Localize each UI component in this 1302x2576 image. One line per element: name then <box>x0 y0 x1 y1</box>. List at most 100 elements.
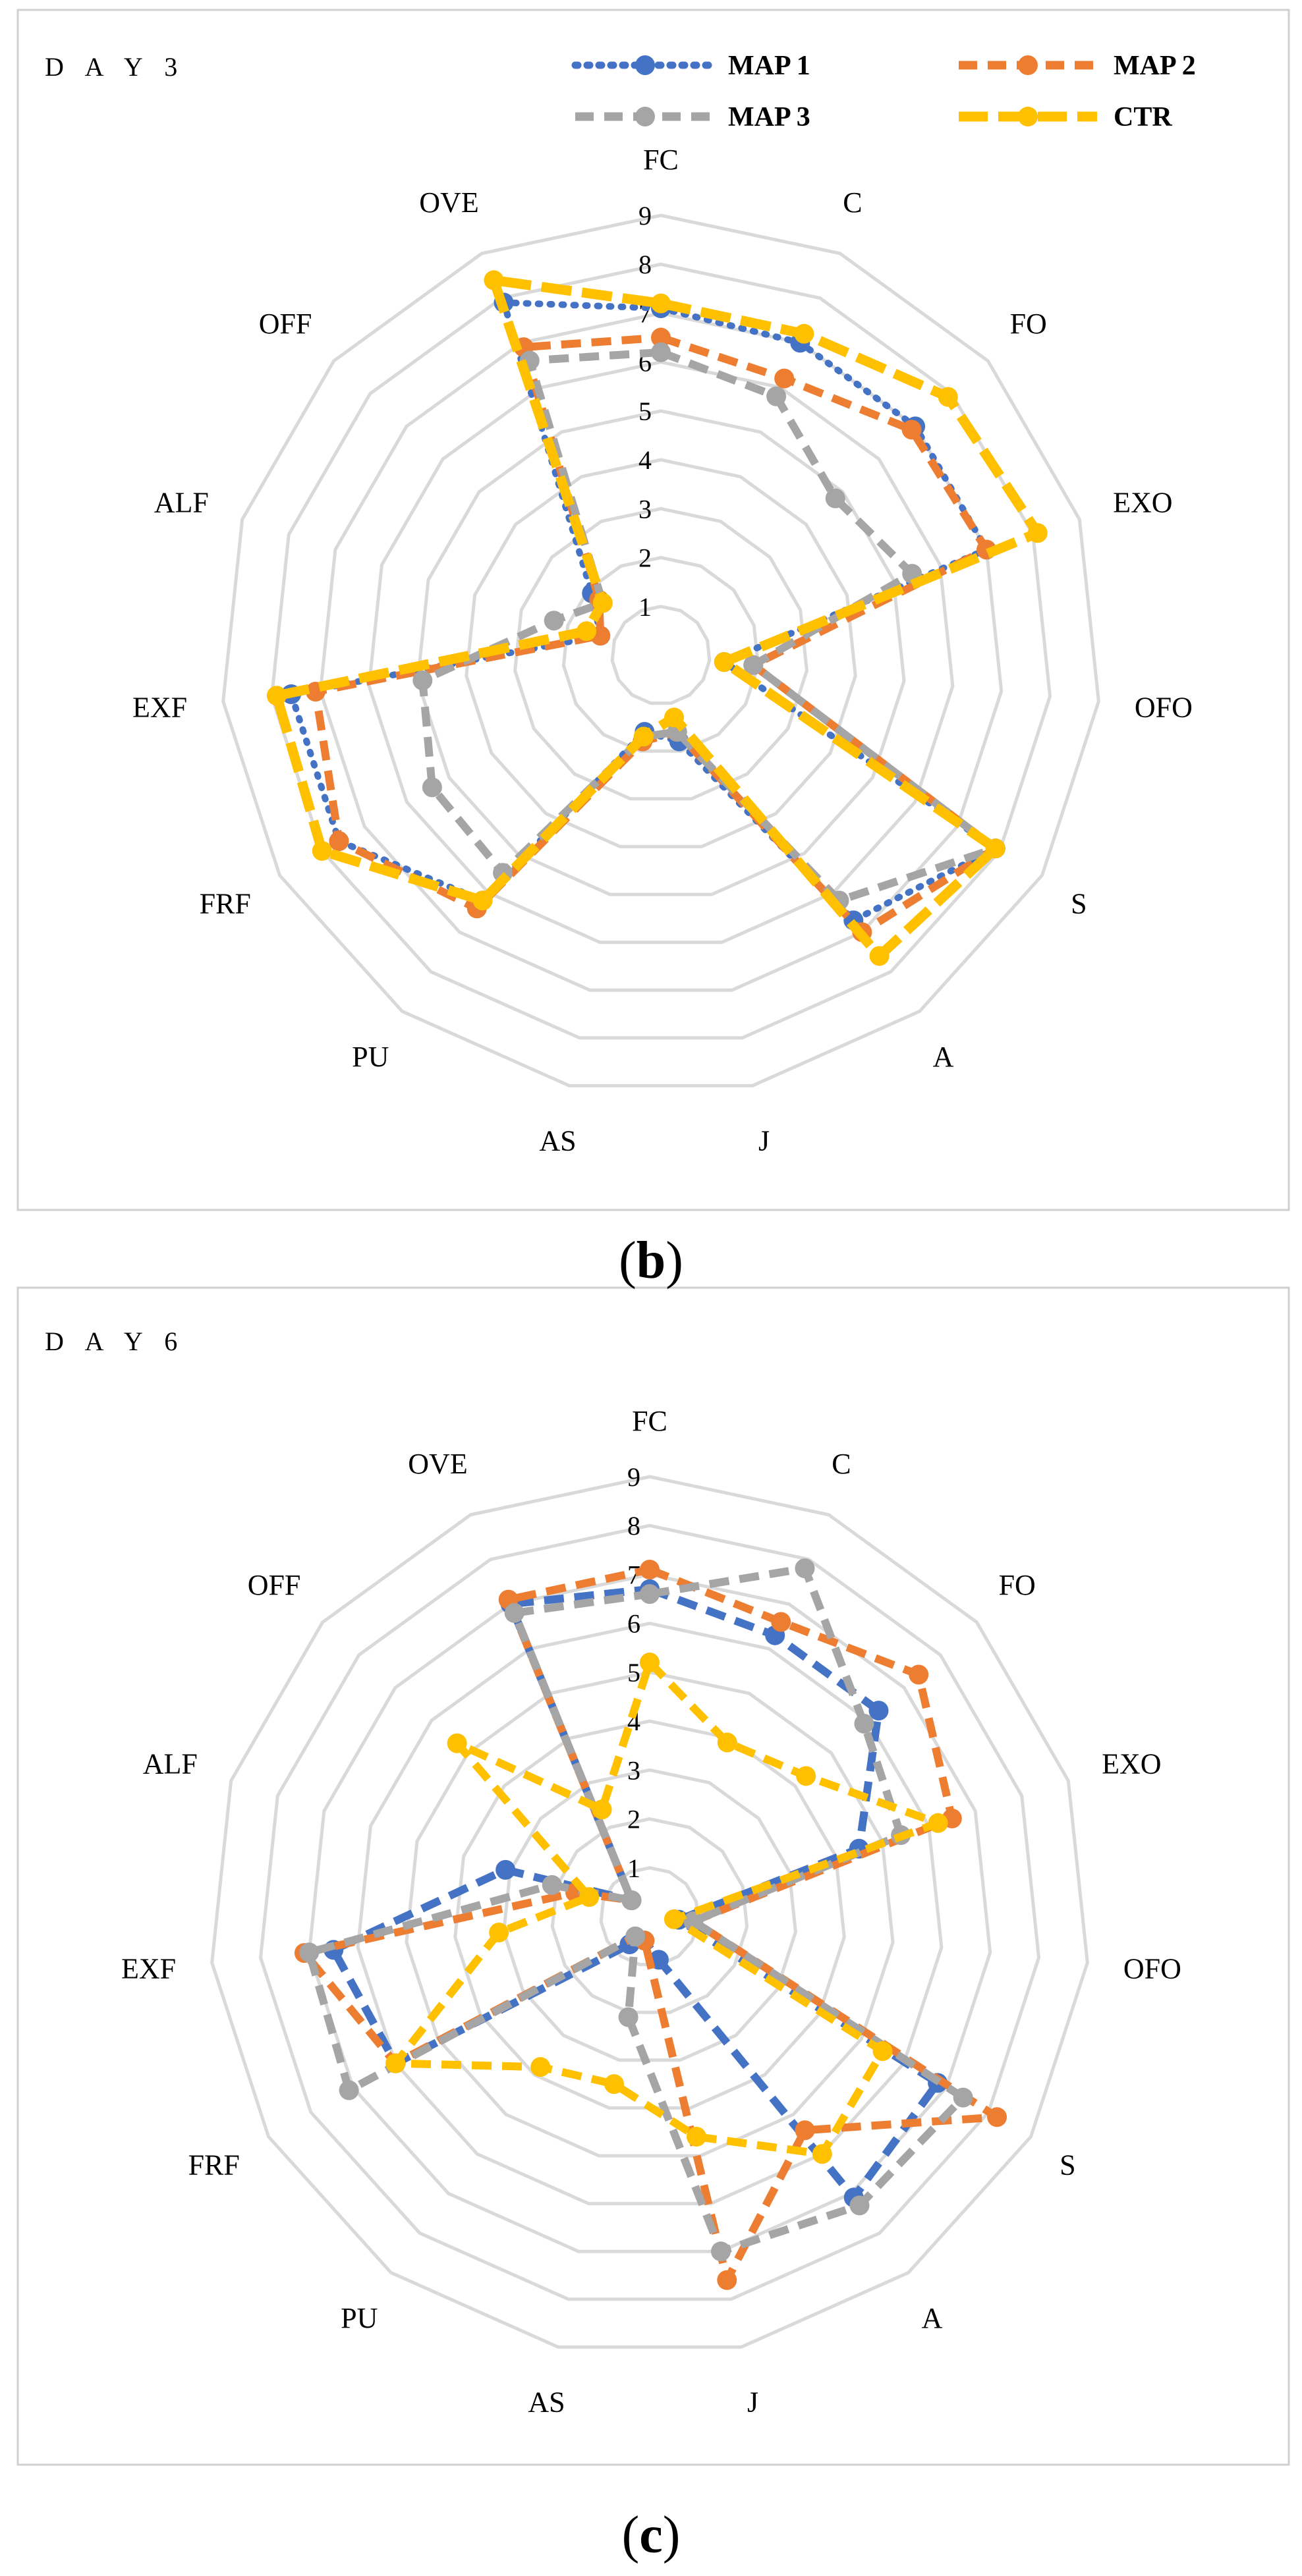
tick-label-8: 8 <box>638 250 652 279</box>
tick-label-9: 9 <box>638 201 652 231</box>
legend-label-ctr: CTR <box>1114 102 1172 132</box>
axis-label-ofo: OFO <box>1123 1953 1181 1985</box>
point-ctr-alf <box>579 1887 600 1907</box>
point-ctr-exf <box>489 1923 509 1943</box>
point-map-2-fc <box>651 327 671 348</box>
point-map-2-fo <box>909 1664 929 1685</box>
point-map-2-fc <box>640 1560 660 1580</box>
grid-ring-9 <box>210 1475 1089 2349</box>
series-ctr <box>385 1653 948 2164</box>
legend-label-map3: MAP 3 <box>728 102 810 132</box>
tick-label-7: 7 <box>627 1560 640 1589</box>
point-ctr-as <box>633 726 654 747</box>
axis-label-off: OFF <box>259 308 312 340</box>
axis-label-fc: FC <box>632 1405 667 1437</box>
point-map-1-alf <box>495 1859 516 1880</box>
legend-marker-map3 <box>635 107 655 126</box>
legend-marker-map2 <box>1018 55 1038 75</box>
axis-label-pu: PU <box>341 2302 378 2334</box>
axis-label-s: S <box>1071 888 1087 920</box>
tick-label-8: 8 <box>627 1511 640 1541</box>
tick-label-1: 1 <box>638 592 652 622</box>
point-map-3-fo <box>854 1713 874 1734</box>
point-map-1-fo <box>868 1701 889 1721</box>
day-label-c: D A Y 6 <box>45 1327 185 1356</box>
point-ctr-ofo <box>714 652 734 672</box>
legend-label-map1: MAP 1 <box>728 51 810 81</box>
grid-ring-3 <box>513 507 808 801</box>
panel-frame-b <box>16 9 1290 1211</box>
tick-label-6: 6 <box>627 1609 640 1639</box>
point-ctr-off <box>592 593 613 613</box>
point-map-3-ofo <box>743 655 764 675</box>
tick-label-4: 4 <box>638 445 652 475</box>
point-ctr-frf <box>312 840 332 861</box>
point-ctr-as <box>604 2074 624 2095</box>
tick-label-3: 3 <box>638 494 652 524</box>
point-map-3-exf <box>412 671 433 691</box>
point-map-2-frf <box>329 831 349 852</box>
panel-frame-c <box>16 1286 1290 2466</box>
point-map-3-a <box>849 2195 870 2216</box>
point-ctr-fc <box>651 293 671 314</box>
point-map-2-fo <box>901 420 922 440</box>
point-map-3-frf <box>422 777 442 798</box>
grid-ring-4 <box>465 458 857 848</box>
grid-ring-6 <box>356 1622 944 2206</box>
point-map-3-c <box>795 1558 815 1579</box>
axis-label-fo: FO <box>999 1569 1036 1601</box>
point-ctr-alf <box>577 621 597 642</box>
caption-c: (c) <box>622 2506 681 2564</box>
axis-label-exf: EXF <box>132 692 187 724</box>
point-ctr-pu <box>472 891 493 911</box>
axis-label-exf: EXF <box>121 1953 176 1985</box>
series-ctr <box>266 270 1048 966</box>
axis-label-c: C <box>843 186 862 219</box>
series-line-map-3 <box>418 348 1000 905</box>
axis-label-alf: ALF <box>154 486 209 518</box>
point-map-2-a <box>795 2120 815 2141</box>
radar-chart-day6: 123456789FCCFOEXOOFOSAJASPUFRFEXFALFOFFO… <box>121 1405 1181 2419</box>
point-ctr-pu <box>530 2057 551 2077</box>
axis-label-alf: ALF <box>143 1747 198 1780</box>
point-ctr-ofo <box>664 1909 684 1929</box>
axis-label-j: J <box>747 2386 758 2419</box>
axis-label-frf: FRF <box>200 888 251 920</box>
axis-label-frf: FRF <box>188 2149 240 2181</box>
tick-label-3: 3 <box>627 1755 640 1785</box>
legend-label-map2: MAP 2 <box>1114 51 1196 81</box>
point-map-3-fo <box>825 488 845 508</box>
point-ctr-c <box>794 323 814 344</box>
tick-label-1: 1 <box>627 1853 640 1883</box>
point-map-3-ove <box>504 1603 524 1623</box>
axis-label-ofo: OFO <box>1135 692 1193 724</box>
series-line-ctr <box>271 275 1043 961</box>
grid-ring-8 <box>258 1523 1041 2301</box>
grid-ring-6 <box>367 360 955 945</box>
tick-label-5: 5 <box>638 397 652 426</box>
point-map-3-fc <box>651 342 671 362</box>
point-ctr-j <box>664 707 685 728</box>
point-ctr-exo <box>928 1813 948 1833</box>
axis-label-exo: EXO <box>1113 486 1172 518</box>
point-map-2-c <box>774 368 795 389</box>
tick-label-9: 9 <box>627 1462 640 1492</box>
legend-marker-ctr <box>1018 107 1038 126</box>
axis-label-s: S <box>1060 2149 1075 2181</box>
point-ctr-c <box>717 1732 737 1753</box>
caption-c-letter: c <box>639 2506 663 2564</box>
axis-label-fc: FC <box>643 144 679 176</box>
axis-label-off: OFF <box>248 1569 301 1601</box>
axis-label-a: A <box>933 1041 954 1073</box>
axis-label-as: AS <box>528 2386 565 2419</box>
point-map-3-c <box>766 386 787 406</box>
point-map-3-frf <box>339 2080 359 2100</box>
axis-label-j: J <box>758 1125 770 1157</box>
point-map-3-as <box>618 2007 638 2027</box>
day-label-b: D A Y 3 <box>45 52 185 82</box>
axis-label-c: C <box>832 1448 851 1480</box>
point-ctr-s <box>985 838 1005 859</box>
radar-grid <box>221 213 1100 1087</box>
point-map-3-pu <box>625 1927 646 1947</box>
